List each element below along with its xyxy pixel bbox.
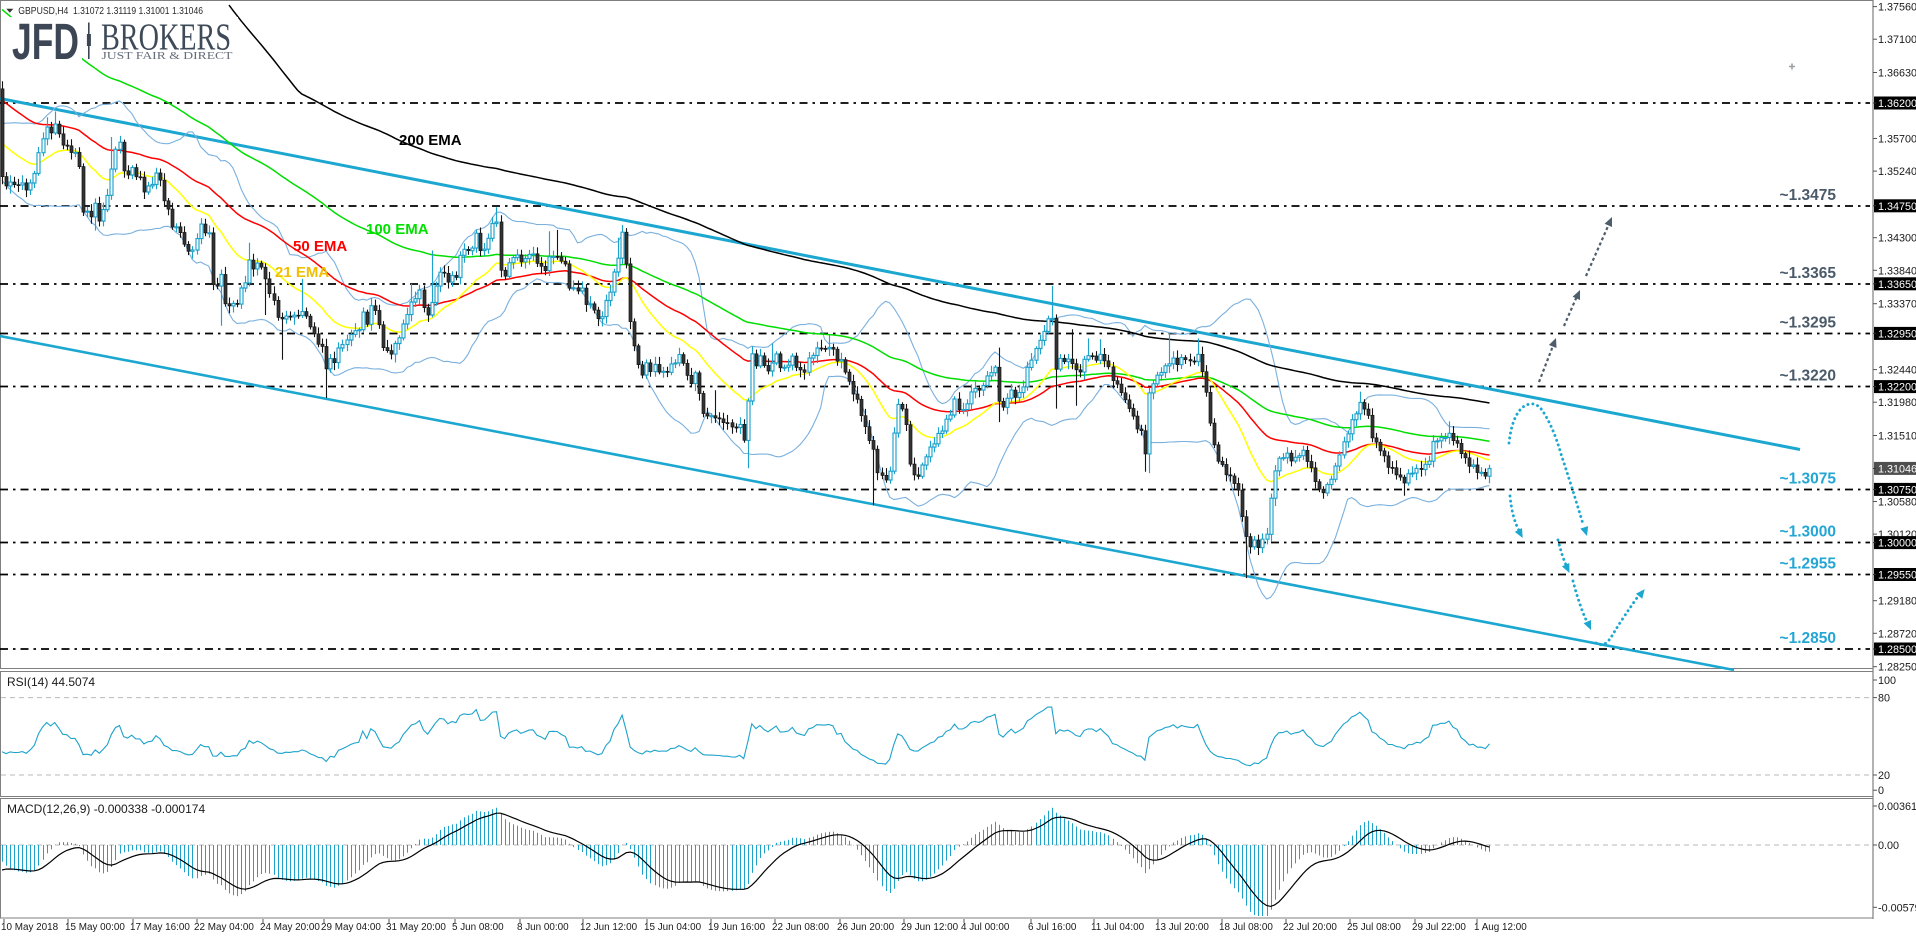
svg-text:17 May 16:00: 17 May 16:00: [130, 922, 190, 933]
svg-text:1.35700: 1.35700: [1878, 134, 1916, 146]
svg-text:19 Jun 16:00: 19 Jun 16:00: [708, 922, 766, 933]
svg-text:1.31072 1.31119 1.31001 1.3104: 1.31072 1.31119 1.31001 1.31046: [73, 5, 203, 17]
svg-text:~1.2955: ~1.2955: [1780, 556, 1837, 573]
svg-text:24 May 20:00: 24 May 20:00: [260, 922, 320, 933]
svg-text:1.29180: 1.29180: [1878, 596, 1916, 608]
svg-text:RSI(14) 44.5074: RSI(14) 44.5074: [7, 675, 95, 689]
svg-text:31 May 20:00: 31 May 20:00: [386, 922, 446, 933]
svg-text:25 Jul 08:00: 25 Jul 08:00: [1347, 922, 1401, 933]
svg-text:200 EMA: 200 EMA: [399, 132, 462, 149]
svg-text:1.32950: 1.32950: [1878, 328, 1916, 340]
svg-text:1.37100: 1.37100: [1878, 34, 1916, 46]
svg-text:0.00: 0.00: [1878, 840, 1899, 852]
svg-text:~1.3295: ~1.3295: [1780, 314, 1837, 331]
svg-text:1.37560: 1.37560: [1878, 2, 1916, 14]
svg-text:15 May 00:00: 15 May 00:00: [65, 922, 125, 933]
svg-text:29 May 04:00: 29 May 04:00: [321, 922, 381, 933]
svg-text:1.28250: 1.28250: [1878, 662, 1916, 674]
svg-text:5 Jun 08:00: 5 Jun 08:00: [452, 922, 504, 933]
svg-text:~1.2850: ~1.2850: [1780, 630, 1836, 647]
svg-text:JFD: JFD: [12, 13, 79, 70]
svg-text:100 EMA: 100 EMA: [366, 221, 429, 238]
svg-text:1.30750: 1.30750: [1878, 484, 1916, 496]
svg-text:1.31046: 1.31046: [1878, 463, 1916, 475]
svg-text:1.32200: 1.32200: [1878, 382, 1916, 394]
svg-text:0: 0: [1878, 785, 1884, 797]
svg-text:1.34300: 1.34300: [1878, 233, 1916, 245]
svg-text:~1.3000: ~1.3000: [1780, 524, 1836, 541]
svg-text:15 Jun 04:00: 15 Jun 04:00: [644, 922, 702, 933]
svg-text:1 Aug 12:00: 1 Aug 12:00: [1474, 922, 1527, 933]
svg-text:22 Jun 08:00: 22 Jun 08:00: [772, 922, 830, 933]
svg-text:29 Jun 12:00: 29 Jun 12:00: [901, 922, 959, 933]
svg-text:80: 80: [1878, 693, 1890, 705]
svg-text:4 Jul 00:00: 4 Jul 00:00: [961, 922, 1010, 933]
svg-text:JUST FAIR & DIRECT: JUST FAIR & DIRECT: [102, 51, 234, 62]
svg-text:13 Jul 20:00: 13 Jul 20:00: [1155, 922, 1209, 933]
svg-text:1.33650: 1.33650: [1878, 279, 1916, 291]
svg-text:22 Jul 20:00: 22 Jul 20:00: [1283, 922, 1337, 933]
svg-text:1.33370: 1.33370: [1878, 299, 1916, 311]
svg-text:1.31980: 1.31980: [1878, 397, 1916, 409]
svg-text:6 Jul 16:00: 6 Jul 16:00: [1028, 922, 1077, 933]
svg-text:29 Jul 22:00: 29 Jul 22:00: [1412, 922, 1466, 933]
svg-text:1.30000: 1.30000: [1878, 538, 1916, 550]
svg-text:~1.3075: ~1.3075: [1780, 470, 1837, 487]
svg-text:1.33840: 1.33840: [1878, 265, 1916, 277]
svg-text:11 Jul 04:00: 11 Jul 04:00: [1091, 922, 1145, 933]
svg-text:22 May 04:00: 22 May 04:00: [194, 922, 254, 933]
svg-text:1.36200: 1.36200: [1878, 98, 1916, 110]
svg-text:1.36630: 1.36630: [1878, 68, 1916, 80]
svg-text:~1.3220: ~1.3220: [1780, 368, 1836, 385]
svg-text:100: 100: [1878, 675, 1896, 687]
svg-text:1.32440: 1.32440: [1878, 365, 1916, 377]
svg-text:10 May 2018: 10 May 2018: [1, 922, 59, 933]
svg-text:~1.3475: ~1.3475: [1780, 187, 1837, 204]
svg-text:-0.005798: -0.005798: [1878, 902, 1916, 914]
svg-text:12 Jun 12:00: 12 Jun 12:00: [580, 922, 638, 933]
svg-text:1.28500: 1.28500: [1878, 644, 1916, 656]
svg-text:MACD(12,26,9) -0.000338 -0.000: MACD(12,26,9) -0.000338 -0.000174: [7, 802, 205, 816]
svg-text:GBPUSD,H4: GBPUSD,H4: [18, 5, 68, 17]
svg-text:21 EMA: 21 EMA: [275, 264, 329, 281]
svg-text:1.35240: 1.35240: [1878, 166, 1916, 178]
svg-text:50 EMA: 50 EMA: [293, 238, 347, 255]
svg-text:1.30580: 1.30580: [1878, 497, 1916, 509]
svg-text:BROKERS: BROKERS: [101, 16, 231, 58]
svg-text:8 Jun 00:00: 8 Jun 00:00: [517, 922, 569, 933]
svg-text:0.003619: 0.003619: [1878, 801, 1916, 813]
svg-text:1.31510: 1.31510: [1878, 431, 1916, 443]
svg-text:1.34750: 1.34750: [1878, 201, 1916, 213]
svg-text:18 Jul 08:00: 18 Jul 08:00: [1219, 922, 1273, 933]
svg-text:~1.3365: ~1.3365: [1780, 265, 1837, 282]
svg-text:1.28720: 1.28720: [1878, 628, 1916, 640]
svg-text:20: 20: [1878, 770, 1890, 782]
svg-text:1.29550: 1.29550: [1878, 570, 1916, 582]
svg-text:26 Jun 20:00: 26 Jun 20:00: [837, 922, 895, 933]
